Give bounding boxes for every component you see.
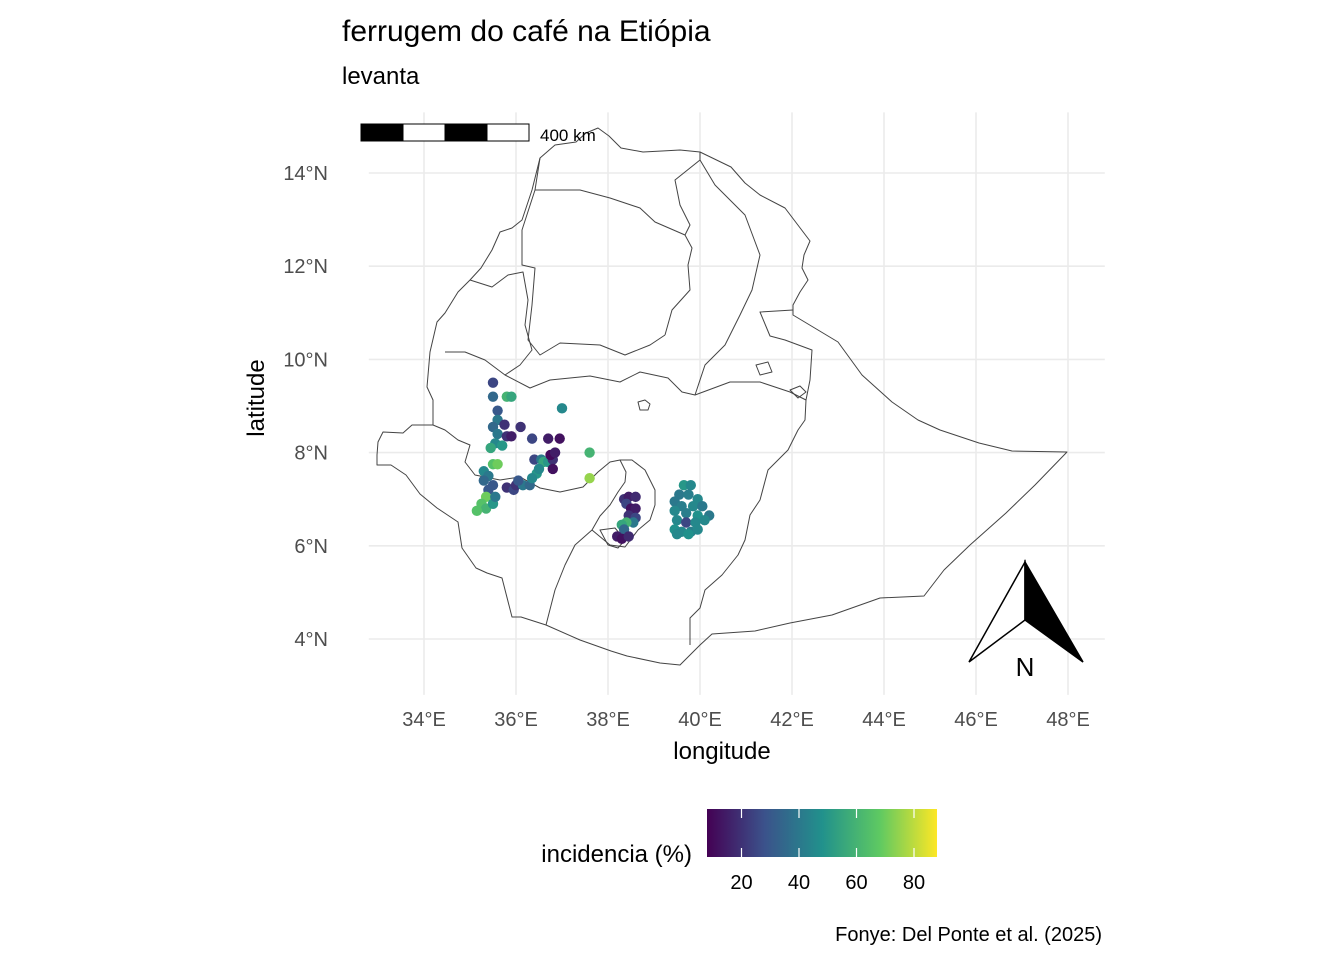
incidence-point <box>630 491 641 503</box>
ethiopia-region-borders <box>376 127 1068 666</box>
x-tick-label: 36°E <box>494 709 538 731</box>
scale-bar-label: 400 km <box>540 126 596 145</box>
y-tick-label: 10°N <box>283 349 328 371</box>
incidence-point <box>499 419 510 430</box>
region-dire-dawa <box>755 361 773 376</box>
north-arrow: N <box>968 559 1084 682</box>
color-legend: incidencia (%) 20 40 60 80 <box>541 809 937 894</box>
legend-tick-label: 60 <box>845 872 867 894</box>
incidence-point <box>699 514 710 526</box>
y-tick-label: 14°N <box>283 163 328 185</box>
incidence-point <box>681 507 692 519</box>
x-tick-label: 48°E <box>1046 709 1090 731</box>
incidence-point <box>513 475 524 486</box>
region-tigray <box>534 152 701 236</box>
incidence-point <box>623 531 634 542</box>
region-sidama <box>591 459 656 548</box>
incidence-point <box>671 514 683 526</box>
region-harari <box>789 385 807 399</box>
incidence-point <box>681 517 692 528</box>
x-tick-label: 44°E <box>862 709 906 731</box>
x-axis-ticks: 34°E 36°E 38°E 40°E 42°E 44°E 46°E 48°E <box>402 709 1090 731</box>
incidence-point <box>487 377 499 388</box>
region-snnpr <box>519 459 627 626</box>
north-arrow-label: N <box>1016 652 1035 682</box>
incidence-point <box>669 505 680 517</box>
chart-title: ferrugem do café na Etiópia <box>342 15 711 48</box>
incidence-point <box>549 447 561 458</box>
legend-colorbar <box>707 809 937 857</box>
incidence-point <box>584 473 595 484</box>
legend-tick-label: 80 <box>903 872 925 894</box>
region-somali-west <box>689 399 807 645</box>
y-tick-label: 12°N <box>283 256 328 278</box>
incidence-point <box>487 391 499 402</box>
incidence-point <box>543 433 554 444</box>
incidence-point <box>630 503 641 514</box>
x-tick-label: 46°E <box>954 709 998 731</box>
incidence-point <box>697 500 708 512</box>
x-tick-label: 42°E <box>770 709 814 731</box>
incidence-point <box>506 391 517 402</box>
incidence-point <box>671 528 683 540</box>
incidence-point <box>478 475 489 486</box>
incidence-point <box>692 524 703 535</box>
region-amhara-east <box>664 234 693 336</box>
legend-ticks: 20 40 60 80 <box>730 809 925 894</box>
legend-tick-label: 20 <box>730 872 752 894</box>
x-tick-label: 40°E <box>678 709 722 731</box>
region-addis <box>637 399 651 411</box>
incidence-point <box>492 428 503 440</box>
incidence-point <box>506 431 517 442</box>
incidence-point <box>547 463 558 475</box>
region-gambela <box>432 424 521 481</box>
incidence-point <box>526 433 538 444</box>
caption: Fonye: Del Ponte et al. (2025) <box>835 924 1102 946</box>
y-axis-ticks: 4°N 6°N 8°N 10°N 12°N 14°N <box>283 163 328 651</box>
incidence-point <box>584 447 595 458</box>
incidence-point <box>492 405 503 416</box>
incidence-point <box>683 528 694 540</box>
incidence-point <box>683 489 694 500</box>
incidence-point <box>492 459 503 470</box>
y-tick-label: 6°N <box>294 536 328 558</box>
incidence-point <box>490 491 501 503</box>
region-amhara-west <box>521 189 666 356</box>
region-benishangul <box>445 271 533 376</box>
incidence-points <box>471 377 715 545</box>
incidence-point <box>526 473 538 484</box>
x-tick-label: 38°E <box>586 709 630 731</box>
incidence-point <box>687 500 699 512</box>
y-axis-title: latitude <box>243 359 270 436</box>
incidence-point <box>497 440 508 451</box>
region-afar <box>694 159 761 396</box>
scale-bar: 400 km <box>360 123 596 145</box>
region-oromia-north <box>504 309 813 401</box>
y-tick-label: 4°N <box>294 629 328 651</box>
incidence-point <box>515 421 526 433</box>
grid <box>368 112 1105 695</box>
incidence-point <box>554 433 565 444</box>
chart-subtitle: levanta <box>342 63 420 90</box>
x-axis-title: longitude <box>673 738 770 765</box>
incidence-point <box>685 480 696 491</box>
incidence-point <box>471 505 483 517</box>
incidence-point <box>556 403 568 414</box>
incidence-point <box>485 442 496 454</box>
incidence-point <box>533 463 545 475</box>
y-tick-label: 8°N <box>294 443 328 465</box>
country-outline <box>376 127 1068 666</box>
legend-tick-label: 40 <box>788 872 810 894</box>
legend-title: incidencia (%) <box>541 841 692 868</box>
x-tick-label: 34°E <box>402 709 446 731</box>
